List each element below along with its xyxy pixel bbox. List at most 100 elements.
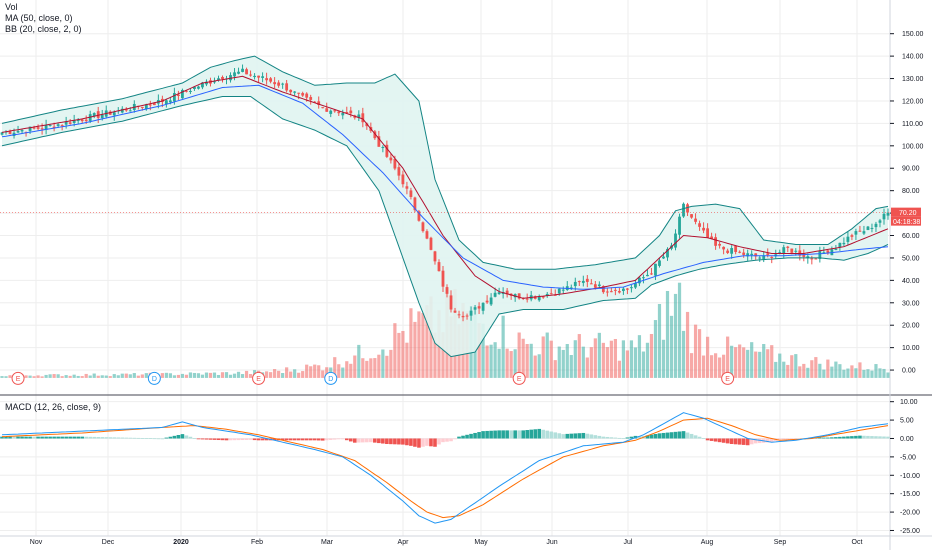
macd-hist-bar-177: [709, 438, 714, 441]
candle-body-68: [273, 82, 277, 85]
price-tick-label-1: 140.00: [902, 54, 924, 61]
candle-body-31: [124, 108, 128, 111]
volume-bar-43: [172, 375, 176, 378]
macd-hist-bar-209: [838, 436, 842, 439]
macd-hist-bar-4: [16, 436, 20, 439]
macd-hist-bar-126: [505, 430, 509, 439]
candle-body-164: [658, 260, 661, 266]
legend-ma[interactable]: MA (50, close, 0): [5, 13, 73, 23]
candle-body-122: [489, 297, 493, 305]
volume-bar-189: [758, 351, 762, 378]
volume-bar-27: [108, 376, 112, 378]
macd-hist-bar-18: [72, 436, 76, 439]
macd-hist-bar-109: [437, 438, 441, 445]
candle-body-43: [172, 93, 176, 102]
volume-bar-46: [184, 374, 189, 378]
macd-hist-bar-72: [288, 438, 293, 441]
volume-bar-26: [104, 375, 108, 378]
candle-body-158: [634, 283, 637, 288]
macd-hist-bar-178: [713, 438, 718, 442]
candle-body-142: [569, 287, 573, 289]
candle-body-137: [549, 293, 553, 295]
candle-body-101: [405, 186, 409, 189]
legend-macd[interactable]: MACD (12, 26, close, 9): [5, 402, 102, 412]
macd-hist-bar-40: [160, 438, 165, 440]
event-marker-3: [324, 371, 338, 385]
candle-body-8: [32, 127, 36, 129]
macd-hist-bar-139: [557, 433, 562, 439]
volume-bar-201: [806, 367, 810, 378]
candle-body-73: [293, 91, 297, 93]
volume-bar-160: [641, 351, 646, 378]
volume-bar-172: [689, 353, 694, 378]
candle-body-17: [68, 122, 72, 124]
macd-tick-label-5: -15.00: [900, 491, 920, 498]
candle-body-173: [694, 218, 697, 222]
macd-hist-bar-37: [148, 438, 153, 440]
volume-bar-96: [385, 355, 389, 378]
macd-hist-bar-25: [100, 437, 105, 439]
volume-bar-186: [746, 349, 750, 378]
legend-bb[interactable]: BB (20, close, 2, 0): [5, 24, 82, 34]
volume-bar-126: [505, 348, 509, 378]
macd-hist-bar-79: [316, 438, 321, 441]
event-marker-4: [512, 371, 526, 385]
macd-tick-label-4: -10.00: [900, 473, 920, 480]
candle-body-94: [377, 136, 381, 147]
candle-body-118: [473, 307, 477, 310]
legend-main: Vol MA (50, close, 0) BB (20, close, 2, …: [5, 2, 82, 35]
candle-body-87: [349, 110, 353, 114]
candle-body-183: [734, 245, 738, 252]
candle-body-75: [301, 93, 305, 96]
volume-bar-157: [629, 340, 634, 378]
candle-body-205: [822, 252, 826, 254]
volume-bar-142: [569, 355, 573, 378]
volume-bar-91: [365, 360, 369, 378]
macd-hist-bar-41: [164, 437, 169, 439]
macd-hist-bar-33: [132, 437, 137, 439]
macd-hist-bar-211: [846, 436, 850, 439]
macd-hist-bar-127: [509, 430, 513, 439]
macd-hist-bar-180: [721, 438, 726, 443]
volume-bar-132: [529, 343, 533, 378]
macd-hist-bar-117: [469, 433, 473, 439]
candle-body-83: [333, 110, 337, 112]
macd-hist-bar-38: [152, 438, 157, 440]
macd-pane: [0, 412, 890, 524]
candle-body-203: [814, 258, 818, 260]
macd-hist-bar-80: [320, 438, 325, 441]
candle-body-54: [217, 78, 220, 81]
volume-bar-216: [866, 369, 870, 378]
macd-hist-bar-17: [68, 436, 72, 439]
macd-hist-bar-220: [882, 436, 886, 439]
macd-hist-bar-26: [104, 437, 109, 439]
volume-bar-40: [160, 373, 164, 378]
legend-vol[interactable]: Vol: [5, 2, 18, 12]
volume-bar-137: [549, 340, 553, 378]
candle-body-96: [385, 144, 389, 157]
candle-body-47: [189, 90, 192, 92]
candle-body-98: [393, 158, 397, 169]
volume-bar-48: [192, 372, 197, 378]
candle-body-126: [505, 290, 509, 295]
volume-bar-182: [730, 345, 734, 378]
macd-hist-bar-23: [92, 436, 97, 439]
volume-bar-54: [216, 374, 221, 378]
macd-hist-bar-14: [56, 436, 60, 439]
volume-bar-29: [116, 375, 120, 378]
macd-hist-bar-143: [573, 433, 578, 439]
macd-hist-bar-113: [453, 438, 457, 440]
candle-body-115: [461, 315, 465, 318]
candle-body-28: [112, 112, 116, 116]
macd-hist-bar-76: [304, 438, 309, 441]
macd-hist-bar-136: [545, 430, 550, 439]
candle-body-70: [281, 83, 285, 85]
volume-bar-7: [28, 375, 32, 378]
volume-bar-95: [381, 349, 385, 378]
volume-bar-178: [714, 353, 718, 378]
candle-body-212: [850, 235, 854, 237]
price-tick-label-0: 150.00: [902, 31, 924, 38]
overlay-lines: [0, 55, 890, 358]
